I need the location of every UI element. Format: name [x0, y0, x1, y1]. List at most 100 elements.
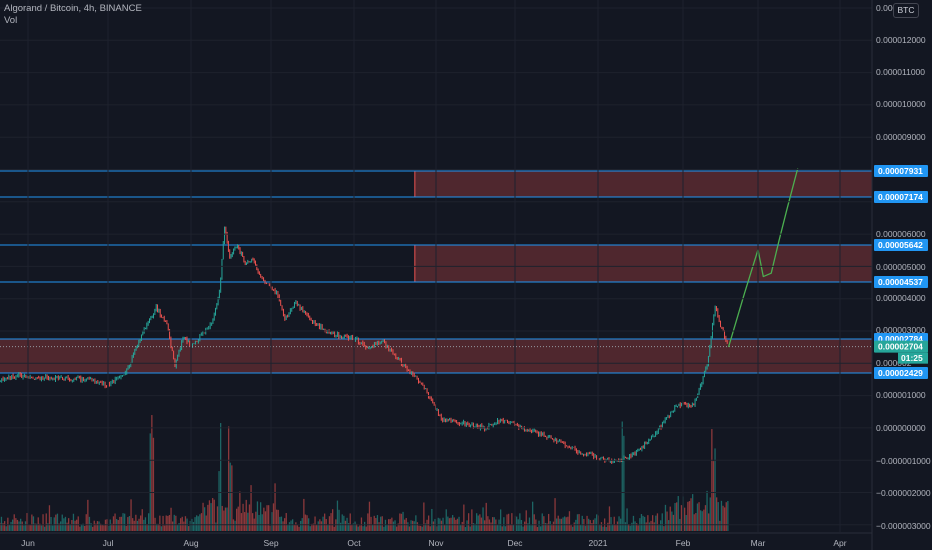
projection-line — [727, 168, 799, 348]
x-tick-label: Apr — [833, 538, 846, 548]
volume-bar — [711, 429, 713, 531]
level-tag-bg — [874, 276, 928, 288]
volume-indicator-label[interactable]: Vol — [4, 15, 18, 26]
volume-bar — [181, 516, 183, 531]
volume-bar — [378, 522, 380, 531]
volume-bar — [213, 499, 215, 531]
volume-bar — [223, 510, 225, 531]
volume-bar — [298, 526, 300, 531]
volume-bar — [58, 523, 60, 531]
volume-bar — [164, 525, 166, 531]
volume-bar — [490, 522, 492, 531]
volume-bar — [114, 513, 116, 531]
volume-bar — [159, 515, 161, 531]
volume-bar — [104, 519, 107, 531]
volume-bar — [717, 502, 719, 531]
volume-bar — [471, 509, 473, 531]
volume-bar — [252, 513, 254, 531]
volume-bar — [408, 526, 411, 531]
volume-bar — [204, 507, 206, 531]
volume-bar — [672, 514, 675, 531]
y-tick-label: 0.000001000 — [876, 390, 926, 400]
volume-bar — [95, 523, 97, 531]
volume-bar — [632, 515, 635, 531]
volume-bar — [69, 524, 71, 531]
volume-bar — [264, 511, 267, 531]
volume-bar — [50, 517, 52, 531]
volume-bar — [692, 494, 694, 531]
volume-bar — [146, 524, 148, 531]
volume-bar — [66, 522, 68, 531]
volume-bar — [333, 526, 335, 531]
volume-bar — [74, 520, 76, 531]
volume-bar — [669, 506, 671, 531]
volume-bar — [690, 498, 692, 531]
volume-bar — [696, 503, 699, 531]
volume-bar — [167, 515, 169, 531]
volume-bar — [242, 503, 244, 531]
volume-bar — [410, 520, 412, 531]
x-tick-label: Dec — [507, 538, 523, 548]
y-tick-label: −0.000003000 — [876, 521, 931, 531]
volume-bar — [244, 512, 246, 531]
volume-bar — [567, 516, 569, 531]
volume-bar — [530, 525, 532, 531]
volume-bar — [416, 522, 419, 531]
volume-bar — [312, 523, 315, 531]
volume-bar — [472, 523, 475, 531]
volume-bar — [549, 521, 551, 531]
volume-bar — [370, 516, 372, 531]
volume-bar — [317, 521, 319, 531]
volume-bar — [636, 523, 638, 531]
volume-bar — [373, 515, 375, 531]
volume-bar — [37, 517, 39, 531]
y-tick-label: 0.000003000 — [876, 325, 926, 335]
volume-bar — [543, 516, 545, 531]
volume-bar — [0, 516, 3, 531]
volume-bar — [140, 515, 142, 531]
volume-bar — [573, 522, 575, 531]
x-tick-label: Mar — [751, 538, 766, 548]
volume-bar — [415, 515, 417, 531]
volume-bar — [719, 520, 721, 531]
volume-bar — [352, 523, 355, 531]
volume-bar — [175, 515, 177, 531]
x-tick-label: Nov — [428, 538, 444, 548]
volume-bar — [288, 522, 291, 531]
volume-bar — [384, 519, 387, 531]
volume-bar — [148, 513, 150, 531]
volume-bar — [428, 515, 430, 531]
volume-bar — [92, 526, 94, 531]
currency-button[interactable]: BTC — [893, 3, 919, 18]
volume-bar — [340, 522, 342, 531]
volume-bar — [178, 523, 180, 531]
volume-bar — [367, 513, 369, 531]
volume-bar — [524, 521, 526, 531]
volume-bar — [141, 509, 143, 531]
volume-bar — [503, 517, 505, 531]
volume-bar — [412, 520, 414, 531]
volume-bar — [152, 437, 155, 531]
volume-bar — [528, 517, 531, 531]
volume-bar — [303, 498, 305, 531]
volume-bar — [96, 521, 99, 531]
volume-bar — [413, 521, 415, 531]
volume-bar — [652, 515, 654, 531]
volume-bar — [32, 516, 35, 531]
volume-bar — [602, 526, 604, 531]
volume-bar — [0, 522, 1, 531]
volume-bar — [508, 513, 510, 531]
volume-bar — [79, 526, 81, 531]
volume-bar — [205, 515, 207, 531]
volume-bar — [458, 516, 460, 531]
volume-bar — [64, 516, 67, 531]
volume-bar — [394, 520, 396, 531]
volume-bar — [216, 506, 219, 531]
volume-bar — [184, 516, 187, 531]
volume-bar — [250, 485, 252, 531]
volume-bar — [527, 523, 529, 531]
volume-bar — [500, 509, 502, 531]
zone-rect — [414, 245, 872, 282]
